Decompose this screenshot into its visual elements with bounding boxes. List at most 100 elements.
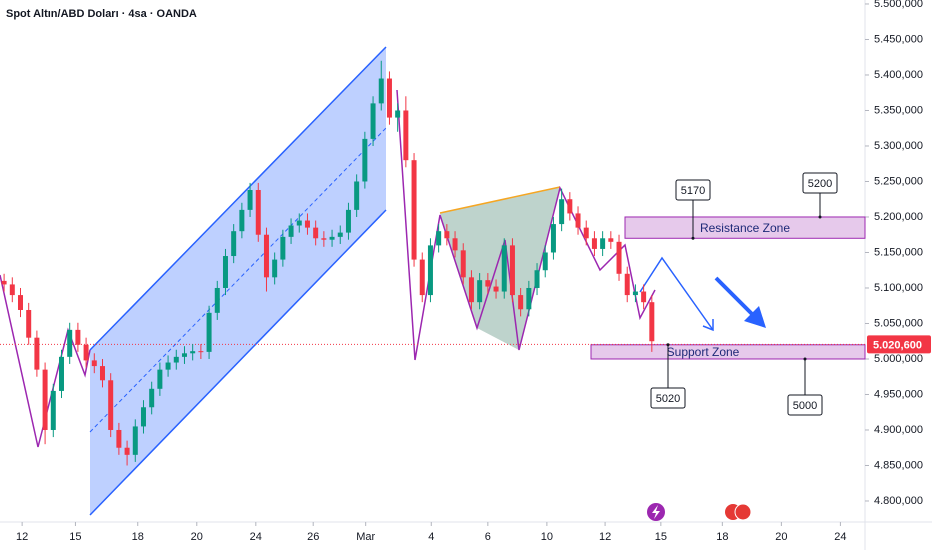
candle-body [58, 356, 64, 391]
y-tick-label: 4.850,000 [874, 459, 923, 471]
candle-body [231, 231, 237, 257]
y-tick-label: 5.150,000 [874, 246, 923, 258]
event-icon-bolt [652, 505, 660, 519]
candle-body [509, 245, 515, 296]
candle-body [263, 234, 269, 278]
candle-body [526, 287, 532, 310]
candle-body [411, 160, 417, 260]
x-tick-label: 20 [191, 531, 203, 543]
channel-fill [90, 47, 386, 515]
candle-body [542, 252, 548, 271]
candle-body [427, 245, 433, 296]
candle-body [1, 280, 7, 285]
candle-body [157, 369, 163, 389]
candle-body [173, 356, 179, 363]
level-label: 5200 [808, 178, 832, 190]
x-tick-label: 12 [16, 531, 28, 543]
trend-arrow [714, 276, 756, 318]
x-tick-label: 15 [655, 531, 667, 543]
candle-body [362, 138, 368, 182]
level-label: 5000 [793, 400, 817, 412]
candle-body [493, 286, 499, 292]
candle-body [386, 78, 392, 118]
candle-body [272, 259, 278, 278]
pattern-fill [440, 187, 560, 350]
candle-body [26, 309, 32, 338]
candle-body [485, 280, 491, 287]
flag-icon[interactable] [734, 503, 752, 521]
level-dot [818, 215, 822, 219]
x-tick-label: 10 [541, 531, 553, 543]
candle-body [280, 236, 286, 260]
candle-body [198, 351, 204, 353]
projection-path [639, 256, 714, 331]
candle-body [329, 236, 335, 240]
candle-body [214, 287, 220, 313]
candle-body [354, 181, 360, 210]
candle-body [550, 224, 556, 253]
y-tick-label: 5.100,000 [874, 282, 923, 294]
x-tick-label: 15 [69, 531, 81, 543]
candle-body [313, 227, 319, 239]
candle-body [403, 110, 409, 161]
y-tick-label: 5.300,000 [874, 140, 923, 152]
channel-lower [89, 209, 387, 516]
x-tick-label: 6 [485, 531, 491, 543]
x-tick-label: 26 [307, 531, 319, 543]
candle-body [616, 241, 622, 274]
candle-body [649, 302, 655, 342]
y-tick-label: 5.050,000 [874, 317, 923, 329]
candle-body [99, 366, 105, 381]
level-box [650, 387, 686, 409]
candle-body [501, 245, 507, 292]
x-tick-label: 24 [250, 531, 262, 543]
pattern-edge [439, 186, 561, 214]
x-tick-label: 4 [428, 531, 434, 543]
candle-body [239, 209, 245, 232]
y-tick-label: 5.000,000 [874, 353, 923, 365]
level-dot [666, 343, 670, 347]
candle-body [132, 426, 138, 455]
candle-body [124, 447, 130, 455]
candle-body [34, 337, 40, 370]
candle-body [559, 199, 565, 225]
projection-arrowhead [702, 319, 714, 332]
level-dot [691, 236, 695, 240]
candle-body [17, 295, 23, 310]
candle-body [116, 429, 122, 448]
channel-upper [89, 46, 387, 351]
candle-body [575, 213, 581, 228]
candle-body [460, 250, 466, 278]
candle-body [477, 280, 483, 303]
candle-body [337, 232, 343, 237]
level-box [802, 172, 838, 194]
chart-title: Spot Altın/ABD Doları · 4sa · OANDA [6, 8, 197, 20]
y-tick-label: 4.950,000 [874, 388, 923, 400]
candle-body [534, 270, 540, 288]
x-tick-label: 18 [716, 531, 728, 543]
x-tick-label: 12 [599, 531, 611, 543]
candle-body [140, 407, 146, 427]
candle-body [165, 362, 171, 370]
channel-mid [89, 127, 387, 433]
candle-body [50, 390, 56, 430]
candle-body [583, 227, 589, 239]
candle-body [468, 277, 474, 303]
candle-body [345, 209, 351, 233]
last-price-label: 5.020,600 [873, 339, 922, 351]
y-tick-label: 5.250,000 [874, 175, 923, 187]
candle-body [296, 220, 302, 226]
candle-body [624, 273, 630, 296]
y-tick-label: 5.200,000 [874, 211, 923, 223]
candle-body [518, 295, 524, 310]
candle-body [67, 329, 73, 357]
candle-body [304, 220, 310, 228]
trend-arrowhead [744, 306, 766, 328]
zone-label: Resistance Zone [700, 221, 790, 235]
zone [624, 216, 866, 239]
candle-body [632, 291, 638, 296]
level-box [787, 394, 823, 416]
x-tick-label: Mar [356, 531, 375, 543]
